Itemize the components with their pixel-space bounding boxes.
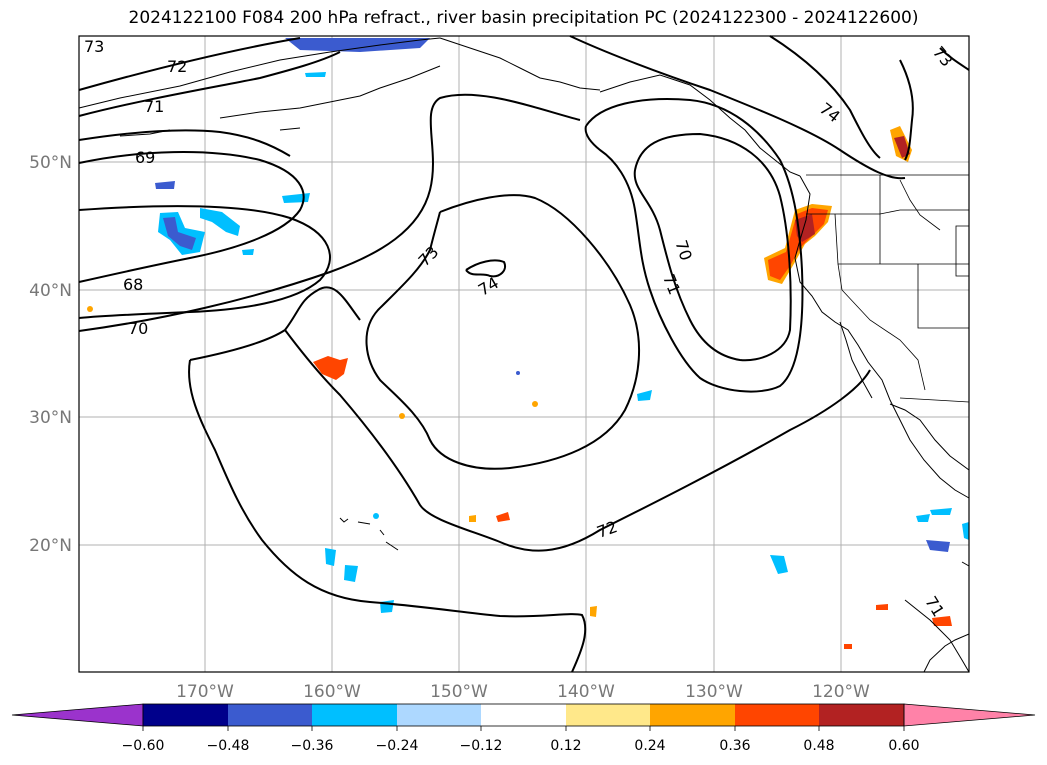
precip-area-red [932, 616, 952, 626]
colorbar-segment [397, 704, 481, 726]
colorbar-extend-low [11, 703, 144, 727]
colorbar-tick-label: −0.12 [460, 738, 503, 754]
colorbar-segment [566, 704, 650, 726]
precip-area-blue [285, 38, 430, 52]
map-area [79, 36, 969, 672]
contour-label: 69 [135, 148, 155, 167]
colorbar-segment [735, 704, 819, 726]
lon-label: 140°W [557, 682, 615, 702]
colorbar-segment [481, 704, 566, 726]
lon-label: 160°W [303, 682, 361, 702]
lat-label: 20°N [29, 536, 72, 556]
precip-area-darkred [894, 136, 910, 158]
colorbar: −0.60 −0.48 −0.36 −0.24 −0.12 0.12 0.24 … [11, 703, 1036, 754]
lon-label: 130°W [685, 682, 743, 702]
colorbar-tick-label: −0.60 [122, 738, 165, 754]
precip-area-blue [155, 181, 175, 189]
map-frame [78, 35, 970, 673]
precip-area-blue [637, 390, 652, 401]
colorbar-tick-label: −0.48 [207, 738, 250, 754]
colorbar-tick-label: 0.24 [634, 738, 665, 754]
precip-area-blue [200, 208, 240, 236]
contour-label: 71 [144, 97, 164, 116]
precip-area-blue [930, 508, 952, 515]
lat-label: 30°N [29, 408, 72, 428]
map-title: 2024122100 F084 200 hPa refract., river … [128, 8, 919, 28]
political-borders [806, 174, 970, 403]
colorbar-tick-label: 0.36 [719, 738, 750, 754]
precip-area-blue [380, 600, 394, 613]
colorbar-tick-label: 0.12 [550, 738, 581, 754]
colorbar-tick-label: −0.36 [291, 738, 334, 754]
colorbar-segment [228, 704, 312, 726]
colorbar-tick-label: −0.24 [376, 738, 419, 754]
colorbar-tick-label: 0.48 [803, 738, 834, 754]
precip-area-blue [962, 522, 969, 540]
colorbar-segment [312, 704, 397, 726]
lon-label: 150°W [430, 682, 488, 702]
precip-area-blue [926, 540, 950, 552]
colorbar-segment [819, 704, 904, 726]
precip-area-orange [590, 606, 597, 617]
precip-area-red [876, 604, 888, 610]
contour-label: 72 [167, 57, 187, 76]
lat-label: 50°N [29, 153, 72, 173]
lat-label: 40°N [29, 281, 72, 301]
refractivity-contours [78, 35, 970, 673]
precip-area-blue [916, 514, 930, 522]
longitude-labels: 170°W 160°W 150°W 140°W 130°W 120°W [176, 682, 870, 702]
precip-area-blue [305, 72, 326, 77]
precip-area-red [313, 356, 348, 380]
precip-area-blue [770, 555, 788, 574]
colorbar-tick-label: 0.60 [888, 738, 919, 754]
precip-area-blue [163, 217, 196, 250]
precip-area-blue [242, 249, 254, 255]
colorbar-extend-high [903, 703, 1036, 727]
precip-area-orange [469, 515, 476, 522]
contour-label: 73 [84, 37, 104, 56]
precip-area-red [844, 644, 852, 649]
precip-area-blue [325, 548, 336, 566]
precip-area-red [496, 512, 510, 522]
lon-label: 120°W [812, 682, 870, 702]
gridlines [79, 36, 969, 672]
lon-label: 170°W [176, 682, 234, 702]
precip-area-blue [344, 565, 358, 582]
contour-label: 70 [128, 319, 148, 338]
colorbar-segment [143, 704, 228, 726]
latitude-labels: 50°N 40°N 30°N 20°N [29, 153, 72, 556]
contour-label: 68 [123, 275, 143, 294]
colorbar-segment [650, 704, 735, 726]
